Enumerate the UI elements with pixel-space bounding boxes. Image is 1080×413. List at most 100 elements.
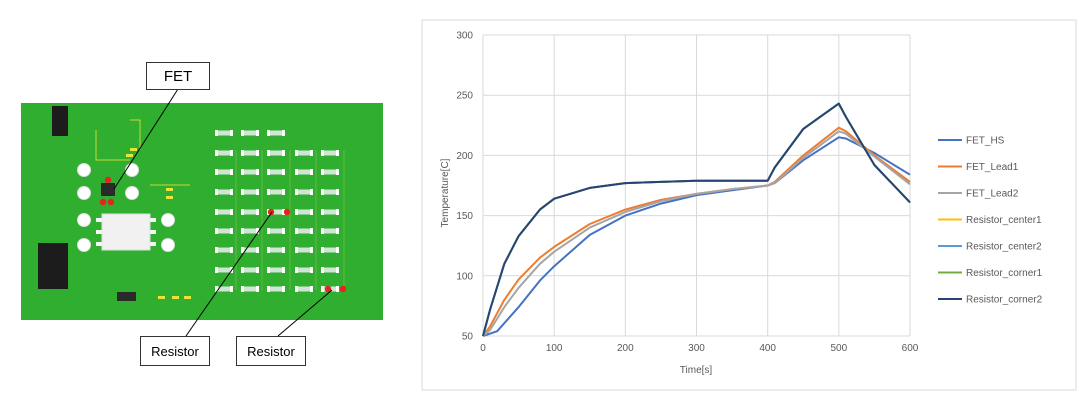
resistor-terminal (310, 150, 313, 156)
resistor-terminal (336, 247, 339, 253)
resistor-terminal (267, 228, 270, 234)
chart-frame (421, 19, 1077, 391)
resistor-terminal (336, 228, 339, 234)
resistor-terminal (215, 169, 218, 175)
resistor (322, 228, 338, 234)
series-line-fet-hs (482, 136, 911, 337)
resistor-corner-callout-label: Resistor (236, 336, 306, 366)
resistor-terminal (295, 189, 298, 195)
resistor (322, 209, 338, 215)
package-lead (96, 218, 102, 222)
resistor (296, 228, 312, 234)
resistor-terminal (256, 286, 259, 292)
resistor-terminal (215, 130, 218, 136)
resistor-terminal (336, 267, 339, 273)
resistor-corner-callout-line (277, 289, 333, 337)
resistor (322, 189, 338, 195)
resistor-terminal (241, 228, 244, 234)
resistor-terminal (336, 189, 339, 195)
resistor-terminal (241, 267, 244, 273)
legend-entry: Resistor_center1 (966, 215, 1042, 226)
resistor-terminal (282, 150, 285, 156)
resistor-terminal (267, 247, 270, 253)
resistor-terminal (267, 130, 270, 136)
resistor (242, 189, 258, 195)
resistor-array (215, 130, 347, 293)
x-tick-label: 100 (546, 343, 563, 354)
y-tick-label: 150 (456, 211, 473, 222)
resistor-terminal (321, 247, 324, 253)
x-tick-label: 600 (902, 343, 919, 354)
small-component (172, 296, 179, 299)
x-tick-label: 500 (830, 343, 847, 354)
resistor-terminal (321, 228, 324, 234)
resistor-terminal (310, 286, 313, 292)
package-lead (96, 230, 102, 234)
pcb-figure: FET Resistor Resistor (0, 0, 420, 408)
resistor (268, 267, 284, 273)
resistor-terminal (230, 189, 233, 195)
resistor (216, 189, 232, 195)
resistor (216, 228, 232, 234)
resistor (296, 267, 312, 273)
resistor-terminal (215, 209, 218, 215)
resistor-terminal (295, 228, 298, 234)
resistor-terminal (310, 189, 313, 195)
resistor (322, 247, 338, 253)
pcb-board-drawing (21, 88, 383, 337)
resistor (242, 209, 258, 215)
legend-entry: FET_Lead1 (966, 162, 1019, 173)
resistor-trace (235, 150, 345, 290)
pcb-trace (95, 119, 190, 186)
resistor-terminal (295, 286, 298, 292)
resistor-terminal (310, 169, 313, 175)
bottom-connector (38, 243, 68, 289)
resistor-terminal (310, 209, 313, 215)
small-component (130, 148, 137, 151)
x-axis-label: Time[s] (680, 365, 713, 376)
pcb-pad (77, 163, 91, 177)
resistor-terminal (215, 150, 218, 156)
resistor-terminal (321, 169, 324, 175)
pcb-pad (125, 163, 139, 177)
pcb-pad (77, 213, 91, 227)
resistor (242, 247, 258, 253)
resistor (216, 286, 232, 292)
x-tick-label: 300 (688, 343, 705, 354)
chart-legend: FET_HS FET_Lead1 FET_Lead2 Resistor_center1… (938, 136, 1043, 306)
fet-component-group (77, 119, 191, 299)
resistor (268, 286, 284, 292)
fet-hotspot (104, 176, 112, 184)
resistor (322, 169, 338, 175)
resistor-hotspot (267, 208, 275, 216)
resistor-terminal (282, 267, 285, 273)
legend-entry: Resistor_corner1 (966, 268, 1043, 279)
resistor-terminal (310, 228, 313, 234)
resistor-terminal (321, 189, 324, 195)
resistor-hotspot (283, 208, 291, 216)
bottom-chip (117, 292, 136, 301)
small-component (166, 188, 173, 191)
resistor-terminal (310, 247, 313, 253)
resistor (216, 150, 232, 156)
resistor (242, 228, 258, 234)
package-lead (150, 218, 156, 222)
pcb-pad (77, 238, 91, 252)
resistor (242, 267, 258, 273)
resistor (322, 150, 338, 156)
resistor-terminal (321, 150, 324, 156)
resistor-terminal (230, 169, 233, 175)
resistor-terminal (310, 267, 313, 273)
resistor-terminal (230, 247, 233, 253)
resistor-terminal (267, 267, 270, 273)
resistor-terminal (336, 286, 339, 292)
resistor-center-callout-line (185, 211, 273, 337)
small-component (158, 296, 165, 299)
resistor-terminal (256, 209, 259, 215)
chart-grid (482, 34, 911, 337)
resistor (242, 150, 258, 156)
y-tick-label: 200 (456, 151, 473, 162)
resistor-terminal (295, 267, 298, 273)
small-component (166, 196, 173, 199)
resistor-terminal (230, 150, 233, 156)
